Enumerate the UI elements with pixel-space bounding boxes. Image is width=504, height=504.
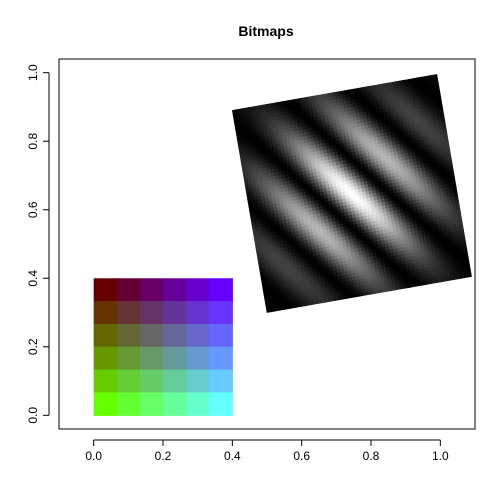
raster-cell <box>186 346 210 371</box>
x-tick-label: 0.2 <box>155 449 172 463</box>
x-tick-label: 0.6 <box>293 449 310 463</box>
x-tick-label: 0.0 <box>85 449 102 463</box>
raster-cell <box>186 392 210 416</box>
raster-cell <box>93 301 118 325</box>
raster-cell <box>209 369 233 394</box>
x-tick-label: 1.0 <box>432 449 449 463</box>
raster-cell <box>209 278 233 302</box>
y-tick-label: 0.4 <box>26 270 40 287</box>
raster-cell <box>209 301 233 325</box>
grayscale-cell <box>433 74 438 79</box>
raster-cell <box>186 278 210 302</box>
x-tick-label: 0.8 <box>363 449 380 463</box>
raster-cell <box>139 346 164 371</box>
raster-cell <box>186 323 210 348</box>
chart-title: Bitmaps <box>238 23 293 39</box>
raster-cell <box>139 369 164 394</box>
raster-cell <box>163 369 187 394</box>
y-tick-label: 0.6 <box>26 201 40 218</box>
raster-cell <box>209 346 233 371</box>
rgb-raster <box>93 278 233 416</box>
raster-cell <box>139 323 164 348</box>
grayscale-raster <box>231 74 472 313</box>
raster-cell <box>163 392 187 416</box>
raster-cell <box>139 392 164 416</box>
y-tick-label: 0.2 <box>26 338 40 355</box>
raster-cell <box>93 392 118 416</box>
y-tick-label: 0.0 <box>26 407 40 424</box>
raster-cell <box>209 323 233 348</box>
raster-cell <box>163 301 187 325</box>
raster-cell <box>209 392 233 416</box>
raster-cell <box>163 323 187 348</box>
raster-cell <box>93 369 118 394</box>
raster-cell <box>116 369 141 394</box>
raster-cell <box>93 323 118 348</box>
raster-cell <box>163 346 187 371</box>
raster-cell <box>116 301 141 325</box>
raster-cell <box>116 323 141 348</box>
raster-cell <box>139 278 164 302</box>
y-tick-label: 1.0 <box>26 64 40 81</box>
raster-cell <box>186 369 210 394</box>
x-tick-label: 0.4 <box>224 449 241 463</box>
raster-cell <box>116 392 141 416</box>
y-tick-label: 0.8 <box>26 133 40 150</box>
raster-cell <box>116 278 141 302</box>
raster-cell <box>163 278 187 302</box>
raster-cell <box>116 346 141 371</box>
raster-cell <box>93 346 118 371</box>
raster-cell <box>93 278 118 302</box>
raster-cell <box>139 301 164 325</box>
raster-cell <box>186 301 210 325</box>
